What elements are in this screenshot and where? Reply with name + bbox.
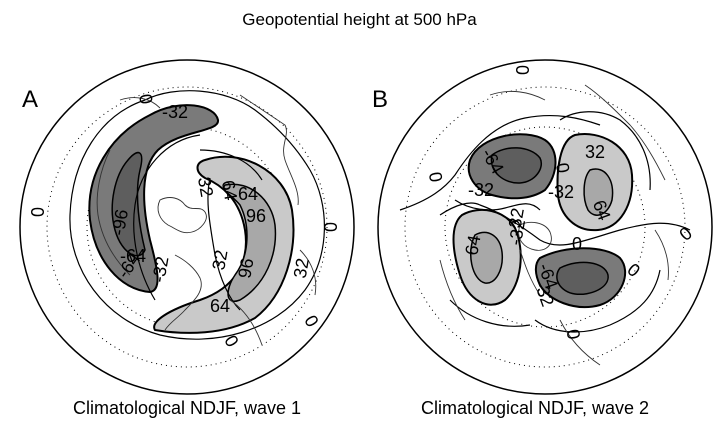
positive-inner-contour [470, 231, 504, 284]
contour-label: 32 [194, 175, 217, 198]
contour-label: 0 [27, 207, 47, 217]
contour-label: 0 [135, 92, 156, 105]
contour-line [559, 111, 651, 191]
contour-label: 0 [512, 65, 532, 75]
figure-title: Geopotential height at 500 hPa [242, 10, 477, 29]
negative-inner-contour [490, 147, 542, 184]
panel-a-letter: A [22, 86, 39, 113]
contour-label: 0 [220, 332, 242, 351]
contour-line [199, 149, 263, 181]
latitude-ring [404, 86, 686, 368]
negative-inner-contour [111, 151, 146, 257]
contour-label: 32 [505, 206, 528, 229]
contour-label: -96 [108, 208, 132, 237]
panel-b-map [399, 84, 691, 368]
contour-label: 0 [623, 259, 644, 281]
panel-b-caption: Climatological NDJF, wave 2 [420, 398, 650, 418]
contour-label: 0 [552, 161, 573, 174]
contour-label: -32 [162, 102, 188, 122]
contour-label: 32 [208, 248, 231, 271]
contour-label: 32 [585, 142, 605, 162]
positive-inner-contour [583, 168, 614, 216]
contour-label: -32 [468, 180, 494, 200]
latitude-ring [444, 126, 646, 328]
contour-label: 0 [572, 234, 582, 254]
positive-inner-contour [223, 183, 277, 303]
contour-label: 64 [461, 234, 484, 257]
contour-label: 0 [320, 222, 340, 232]
contour-line [133, 134, 201, 301]
contour-label: 96 [234, 257, 257, 280]
zero-contour [69, 99, 325, 340]
contour-line [454, 199, 541, 211]
contour-label: -32 [148, 255, 172, 284]
zero-contour [144, 90, 311, 171]
contour-label: 0 [675, 223, 696, 245]
contour-label: 64 [210, 296, 230, 316]
contour-label: 64 [238, 184, 258, 204]
contour-line [534, 269, 661, 333]
panel-a-map [46, 86, 328, 368]
contour-label: 96 [246, 206, 266, 226]
contour-label: -64 [120, 246, 146, 266]
contour-line [207, 177, 241, 311]
panel-a-caption: Climatological NDJF, wave 1 [72, 398, 302, 418]
contour-label: 32 [290, 257, 313, 280]
negative-inner-contour [556, 261, 609, 296]
panel-b-letter: B [372, 86, 389, 113]
contour-label: -32 [548, 182, 574, 202]
contour-label: -32 [505, 218, 529, 247]
contour-label: 0 [563, 328, 584, 341]
zero-contour [439, 202, 691, 246]
panel-b-boundary [377, 59, 713, 395]
coastlines [96, 94, 317, 346]
zero-contour [399, 114, 601, 211]
panel-a-boundary [19, 59, 355, 395]
contour-label: 0 [425, 170, 446, 183]
coastlines [439, 84, 669, 366]
contour-label: 64 [218, 179, 241, 202]
latitude-ring [46, 86, 328, 368]
panel-a-contour-labels: 0 -32 -64 -96 -64 -32 32 64 96 32 64 96 … [27, 92, 340, 350]
